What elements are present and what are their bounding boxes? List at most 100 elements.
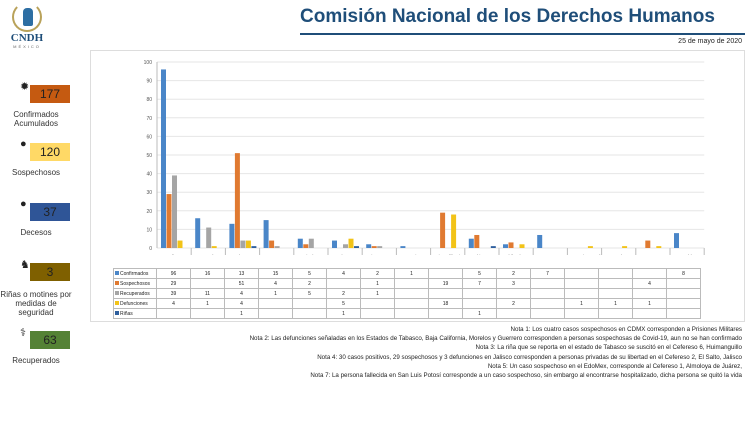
y-tick-label: 70: [146, 116, 152, 122]
x-tick-label: San Luis Potosí: [569, 254, 601, 255]
bar-confirmados: [297, 238, 303, 248]
stat-value: 177: [30, 85, 70, 103]
stat-label: Decesos: [20, 228, 52, 237]
table-cell: [530, 288, 565, 299]
x-tick-label: Sinaloa: [303, 254, 319, 255]
table-cell: [564, 278, 599, 289]
table-cell: [292, 308, 327, 319]
table-cell: 2: [360, 268, 395, 279]
table-cell: 29: [156, 278, 191, 289]
table-cell: [258, 308, 293, 319]
table-cell: [530, 278, 565, 289]
table-cell: 1: [462, 308, 497, 319]
bar-sospechosos: [303, 244, 309, 248]
table-cell: 1: [360, 288, 395, 299]
bar-sospechosos: [645, 240, 651, 248]
note: Nota 2: Las defunciones señaladas en los…: [249, 335, 742, 343]
table-cell: 2: [326, 288, 361, 299]
table-cell: [326, 278, 361, 289]
row-header: Recuperados: [113, 288, 157, 299]
stat-label: Riñas o motines por medidas de seguridad: [0, 290, 72, 317]
table-cell: 1: [360, 278, 395, 289]
table-cell: [394, 308, 429, 319]
report-date: 25 de mayo de 2020: [678, 38, 742, 45]
table-cell: [632, 288, 667, 299]
bar-sospechosos: [234, 153, 240, 248]
table-cell: 2: [496, 298, 531, 309]
x-tick-label: Jalisco: [167, 254, 181, 255]
table-cell: 1: [564, 298, 599, 309]
table-cell: [530, 308, 565, 319]
bar-defunciones: [622, 246, 628, 248]
bar-defunciones: [211, 246, 217, 248]
table-cell: [462, 298, 497, 309]
bar-defunciones: [177, 240, 183, 248]
table-cell: [666, 308, 701, 319]
table-cell: [496, 308, 531, 319]
table-cell: 3: [496, 278, 531, 289]
stat-value: 120: [30, 143, 70, 161]
table-cell: [428, 308, 463, 319]
virus-icon: ✹: [20, 81, 30, 93]
y-tick-label: 30: [146, 190, 152, 196]
table-cell: [360, 298, 395, 309]
table-cell: [496, 288, 531, 299]
table-cell: [190, 278, 225, 289]
bar-recuperados: [206, 227, 212, 248]
table-cell: [598, 308, 633, 319]
table-cell: 5: [462, 268, 497, 279]
bar-chart: 0 10 20 30 40 50 60 70 80 90 100 Jalisco Yucatán EdoM…: [144, 60, 705, 255]
stat-recuperados: ⚕ 63 Recuperados: [0, 327, 110, 383]
table-cell: [530, 298, 565, 309]
stat-label: Confirmados Acumulados: [13, 110, 59, 128]
bar-recuperados: [343, 244, 348, 248]
bar-defunciones: [348, 238, 354, 248]
title-divider: [300, 33, 745, 35]
table-cell: [292, 298, 327, 309]
x-tick-label: Tabasco: [337, 254, 354, 255]
x-tick-label: Yucatán: [200, 254, 217, 255]
table-cell: 1: [190, 298, 225, 309]
y-tick-label: 40: [146, 172, 152, 178]
y-tick-label: 20: [146, 209, 152, 215]
bar-recuperados: [274, 246, 280, 248]
table-cell: [190, 308, 225, 319]
table-cell: [394, 288, 429, 299]
row-header: Sospechosos: [113, 278, 157, 289]
table-cell: [360, 308, 395, 319]
table-cell: 2: [292, 278, 327, 289]
table-cell: 1: [632, 298, 667, 309]
table-cell: 4: [224, 288, 259, 299]
stat-confirmados: ✹ 177 Confirmados Acumulados: [0, 81, 110, 137]
table-cell: [394, 298, 429, 309]
bar-confirmados: [400, 246, 406, 248]
table-cell: 15: [258, 268, 293, 279]
bar-confirmados: [468, 238, 474, 248]
table-cell: [666, 298, 701, 309]
bar-sospechosos: [508, 242, 514, 248]
chart-frame: [90, 50, 745, 322]
bar-confirmados: [195, 218, 201, 248]
table-cell: 4: [224, 298, 259, 309]
table-cell: 1: [258, 288, 293, 299]
bar-confirmados: [229, 223, 235, 248]
recovered-icon: ⚕: [20, 327, 26, 339]
table-cell: [598, 278, 633, 289]
table-cell: 8: [666, 268, 701, 279]
table-cell: 4: [632, 278, 667, 289]
table-cell: 5: [292, 288, 327, 299]
table-cell: [666, 288, 701, 299]
table-row: Confirmados 96 16 13 15 5 4 2 1 5 2 7 8: [113, 268, 701, 279]
table-cell: [564, 308, 599, 319]
table-cell: 7: [462, 278, 497, 289]
bar-confirmados: [537, 234, 543, 248]
bar-sospechosos: [371, 246, 377, 248]
x-tick-label: Chiapas: [474, 254, 491, 255]
bar-defunciones: [245, 240, 251, 248]
table-row: Recuperados 39 11 4 1 5 2 1: [113, 288, 701, 299]
table-cell: [428, 288, 463, 299]
table-row: Defunciones 4 1 4 5 18 2 1 1 1: [113, 298, 701, 309]
table-cell: 2: [496, 268, 531, 279]
note: Nota 5: Un caso sospechoso en el EdoMex,…: [487, 362, 742, 370]
table-cell: 11: [190, 288, 225, 299]
